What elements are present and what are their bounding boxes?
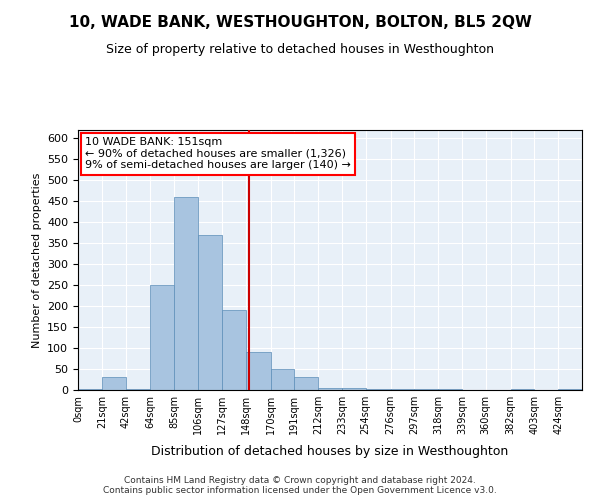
Text: 10, WADE BANK, WESTHOUGHTON, BOLTON, BL5 2QW: 10, WADE BANK, WESTHOUGHTON, BOLTON, BL5… xyxy=(68,15,532,30)
Bar xyxy=(415,389,438,390)
Bar xyxy=(78,389,102,390)
Bar xyxy=(245,352,271,390)
Bar xyxy=(271,369,295,390)
Bar xyxy=(174,197,198,390)
Text: Contains HM Land Registry data © Crown copyright and database right 2024.
Contai: Contains HM Land Registry data © Crown c… xyxy=(103,476,497,495)
Bar xyxy=(151,285,174,390)
Bar xyxy=(438,389,462,390)
Bar xyxy=(222,310,245,390)
Text: 10 WADE BANK: 151sqm
← 90% of detached houses are smaller (1,326)
9% of semi-det: 10 WADE BANK: 151sqm ← 90% of detached h… xyxy=(85,137,351,170)
Bar xyxy=(318,388,342,390)
Bar xyxy=(558,389,582,390)
Bar xyxy=(391,389,415,390)
Bar xyxy=(365,389,391,390)
Bar xyxy=(102,378,125,390)
Bar xyxy=(295,378,318,390)
Bar xyxy=(342,388,365,390)
X-axis label: Distribution of detached houses by size in Westhoughton: Distribution of detached houses by size … xyxy=(151,446,509,458)
Bar xyxy=(511,389,535,390)
Bar xyxy=(125,389,151,390)
Bar xyxy=(198,235,222,390)
Y-axis label: Number of detached properties: Number of detached properties xyxy=(32,172,41,348)
Text: Size of property relative to detached houses in Westhoughton: Size of property relative to detached ho… xyxy=(106,42,494,56)
